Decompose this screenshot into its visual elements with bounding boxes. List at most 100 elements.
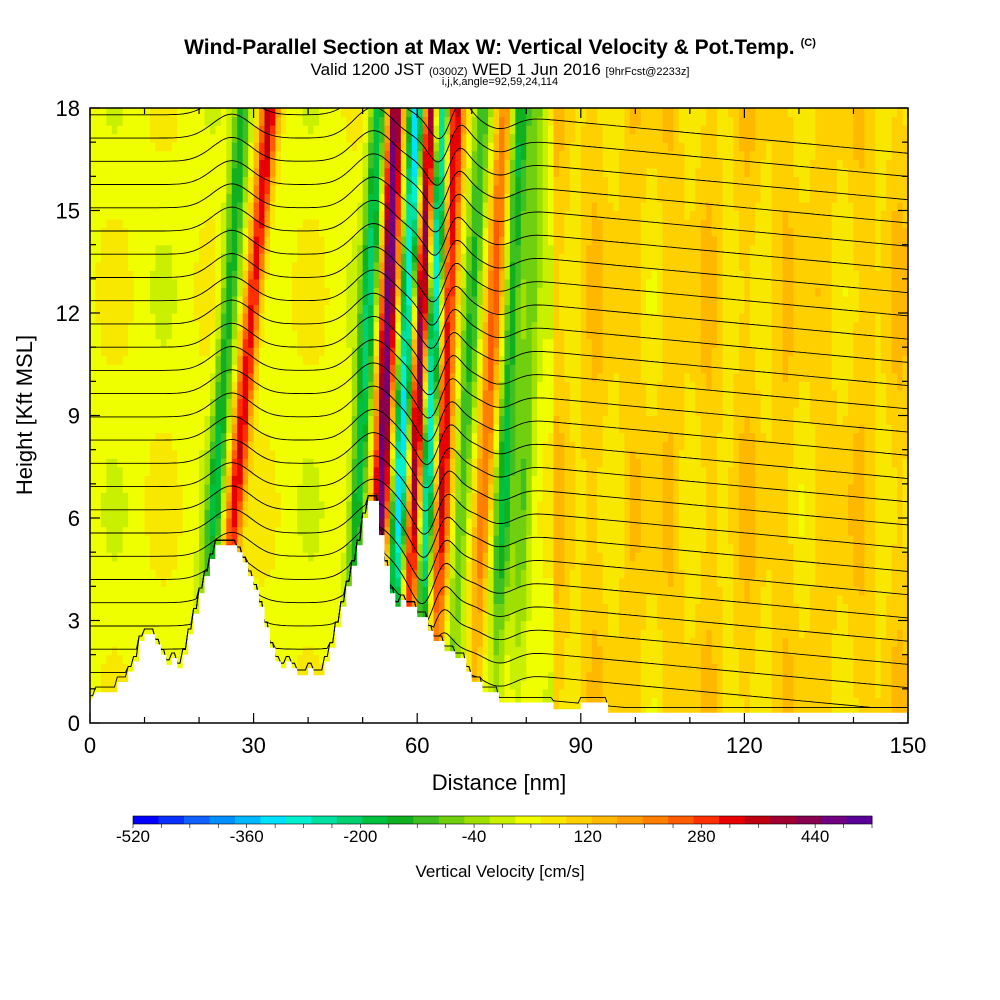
w-cell (149, 441, 157, 451)
w-cell (117, 270, 124, 280)
w-cell (428, 518, 435, 528)
w-cell (226, 347, 233, 357)
w-cell (389, 253, 396, 263)
w-cell (242, 415, 249, 425)
w-cell (286, 338, 293, 348)
w-cell (177, 219, 184, 229)
w-cell (308, 278, 315, 288)
w-cell (248, 253, 255, 263)
w-cell (422, 603, 429, 613)
w-cell (177, 287, 184, 297)
w-cell (308, 526, 315, 536)
w-cell (460, 270, 467, 280)
w-cell (455, 646, 462, 656)
w-cell (149, 629, 157, 639)
w-cell (324, 586, 331, 596)
w-cell (340, 227, 347, 237)
w-cell (379, 466, 386, 476)
w-cell (351, 108, 358, 118)
w-cell (128, 227, 135, 237)
w-cell (324, 466, 331, 476)
w-cell (149, 483, 157, 493)
w-cell (433, 492, 440, 502)
w-cell (188, 355, 195, 365)
w-cell (406, 321, 413, 331)
w-cell (286, 330, 293, 340)
w-cell (406, 372, 413, 382)
w-cell (248, 108, 255, 118)
w-cell (90, 466, 97, 476)
w-cell (95, 159, 102, 169)
w-cell (275, 415, 282, 425)
w-cell (275, 330, 282, 340)
w-cell (357, 424, 364, 434)
w-cell (439, 560, 446, 570)
w-cell (215, 150, 222, 160)
w-cell (302, 184, 309, 195)
w-cell (199, 330, 206, 340)
w-cell (297, 108, 304, 118)
w-cell (128, 398, 135, 408)
w-cell (389, 424, 396, 434)
w-cell (253, 577, 260, 587)
w-cell (160, 176, 167, 186)
w-cell (444, 620, 451, 630)
w-cell (237, 364, 244, 374)
w-cell (460, 646, 467, 656)
w-cell (111, 304, 118, 314)
w-cell (248, 372, 255, 382)
w-cell (111, 184, 118, 195)
w-cell (166, 620, 173, 630)
w-cell (389, 509, 396, 519)
w-cell (149, 184, 157, 195)
w-cell (368, 142, 375, 152)
w-cell (188, 577, 195, 587)
w-cell (177, 646, 184, 656)
w-cell (357, 270, 364, 280)
w-cell (248, 125, 255, 135)
w-cell (122, 372, 129, 382)
w-cell (297, 569, 304, 579)
w-cell (264, 261, 271, 271)
w-cell (346, 253, 353, 263)
w-cell (373, 347, 380, 357)
w-cell (139, 432, 146, 442)
w-cell (220, 167, 227, 177)
w-cell (160, 577, 167, 587)
w-cell (389, 116, 396, 126)
w-cell (215, 125, 222, 135)
w-cell (171, 432, 178, 442)
w-cell (182, 210, 189, 220)
w-cell (144, 526, 151, 536)
w-cell (319, 227, 326, 237)
w-cell (220, 236, 227, 246)
w-cell (122, 637, 129, 647)
w-cell (166, 159, 173, 169)
w-cell (291, 500, 298, 511)
w-cell (455, 518, 462, 528)
w-cell (340, 167, 347, 177)
w-cell (433, 201, 440, 212)
w-cell (226, 270, 233, 280)
w-cell (384, 125, 391, 135)
w-cell (379, 125, 386, 135)
w-cell (171, 355, 178, 365)
w-cell (106, 184, 113, 195)
w-cell (384, 176, 391, 186)
w-cell (455, 500, 462, 511)
w-cell (259, 594, 266, 605)
w-cell (357, 372, 364, 382)
w-cell (199, 355, 206, 365)
w-cell (226, 475, 233, 485)
w-cell (319, 646, 326, 656)
w-cell (182, 577, 189, 587)
w-cell (248, 432, 255, 442)
w-cell (297, 142, 304, 152)
w-cell (297, 535, 304, 545)
w-cell (357, 253, 364, 263)
w-cell (297, 483, 304, 493)
w-cell (90, 210, 97, 220)
w-cell (308, 201, 315, 212)
w-cell (428, 594, 435, 605)
w-cell (144, 432, 151, 442)
